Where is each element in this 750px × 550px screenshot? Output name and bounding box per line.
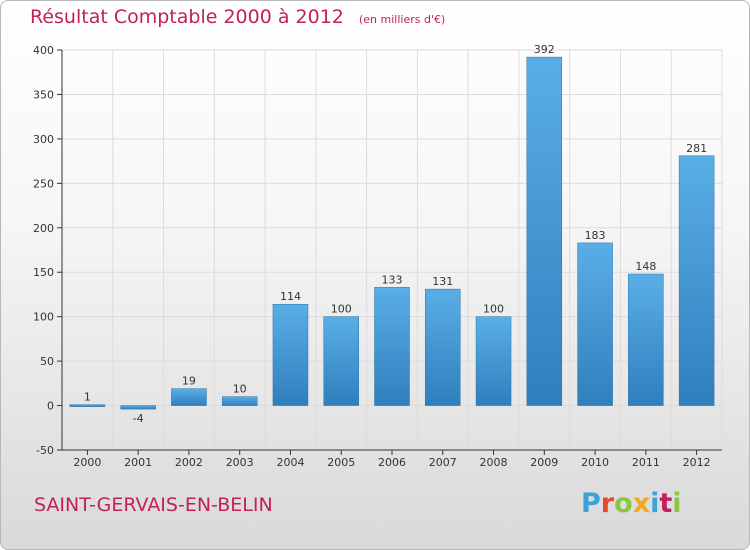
x-tick-label: 2005 (327, 456, 355, 469)
data-label: 133 (382, 273, 403, 286)
data-label: 148 (635, 260, 656, 273)
y-tick-label: 250 (33, 177, 54, 190)
y-tick-label: 50 (40, 355, 54, 368)
bar (475, 316, 512, 406)
bar (221, 396, 258, 406)
chart-subtitle: (en milliers d'€) (358, 13, 446, 26)
label-layer: 1 -4 19 10 114 100 133 131 100 392 183 148 281 (84, 43, 707, 425)
bar (323, 316, 359, 406)
logo-letter: P (581, 488, 601, 519)
y-tick-label: 200 (33, 222, 54, 235)
x-tick-label: 2004 (276, 456, 304, 469)
logo-letter: o (614, 488, 633, 519)
proxiti-logo: Proxiti (581, 488, 682, 519)
logo-letter: x (632, 488, 651, 519)
x-tick-label: 2009 (530, 456, 558, 469)
bar (171, 388, 207, 406)
y-tick-label: 350 (33, 88, 54, 101)
bar (678, 155, 715, 406)
data-label: 183 (585, 229, 606, 242)
bar (425, 288, 461, 406)
data-label: 100 (331, 303, 352, 316)
logo-letter: r (600, 488, 615, 519)
location-name: SAINT-GERVAIS-EN-BELIN (34, 494, 273, 516)
data-label: 100 (483, 303, 504, 316)
logo-letter: t (659, 488, 673, 519)
bar (374, 287, 410, 406)
data-label: 1 (84, 391, 91, 404)
bar (577, 242, 613, 406)
bar (69, 404, 106, 407)
data-label: -4 (133, 412, 144, 425)
title-row: Résultat Comptable 2000 à 2012 (en milli… (30, 6, 445, 28)
x-tick-label: 2008 (480, 456, 508, 469)
logo-letter: i (650, 488, 660, 519)
y-tick-label: 300 (33, 133, 54, 146)
x-tick-label: 2002 (175, 456, 203, 469)
x-tick-label: 2011 (632, 456, 660, 469)
x-tick-label: 2012 (683, 456, 711, 469)
x-tick-label: 2001 (124, 456, 152, 469)
y-tick-label: 150 (33, 266, 54, 279)
x-tick-label: 2000 (73, 456, 101, 469)
bar (526, 56, 563, 406)
x-tick-label: 2007 (429, 456, 457, 469)
data-label: 131 (432, 275, 453, 288)
data-label: 10 (233, 383, 247, 396)
axis-layer: -50 0 50 100 150 200 250 300 350 400 2000 2001 2002 2… (33, 44, 722, 469)
x-tick-label: 2003 (226, 456, 254, 469)
y-tick-label: 400 (33, 44, 54, 57)
data-label: 392 (534, 43, 555, 56)
bar (272, 303, 309, 406)
bar (628, 273, 664, 406)
x-tick-label: 2006 (378, 456, 406, 469)
x-tick-label: 2010 (581, 456, 609, 469)
bar-layer (69, 56, 715, 410)
y-tick-label: -50 (36, 444, 54, 457)
bar (120, 405, 156, 410)
y-tick-label: 100 (33, 311, 54, 324)
data-label: 281 (686, 142, 707, 155)
data-label: 19 (182, 375, 196, 388)
chart-title: Résultat Comptable 2000 à 2012 (30, 6, 344, 28)
data-label: 114 (280, 290, 301, 303)
y-tick-label: 0 (47, 400, 54, 413)
logo-letter: i (672, 488, 682, 519)
